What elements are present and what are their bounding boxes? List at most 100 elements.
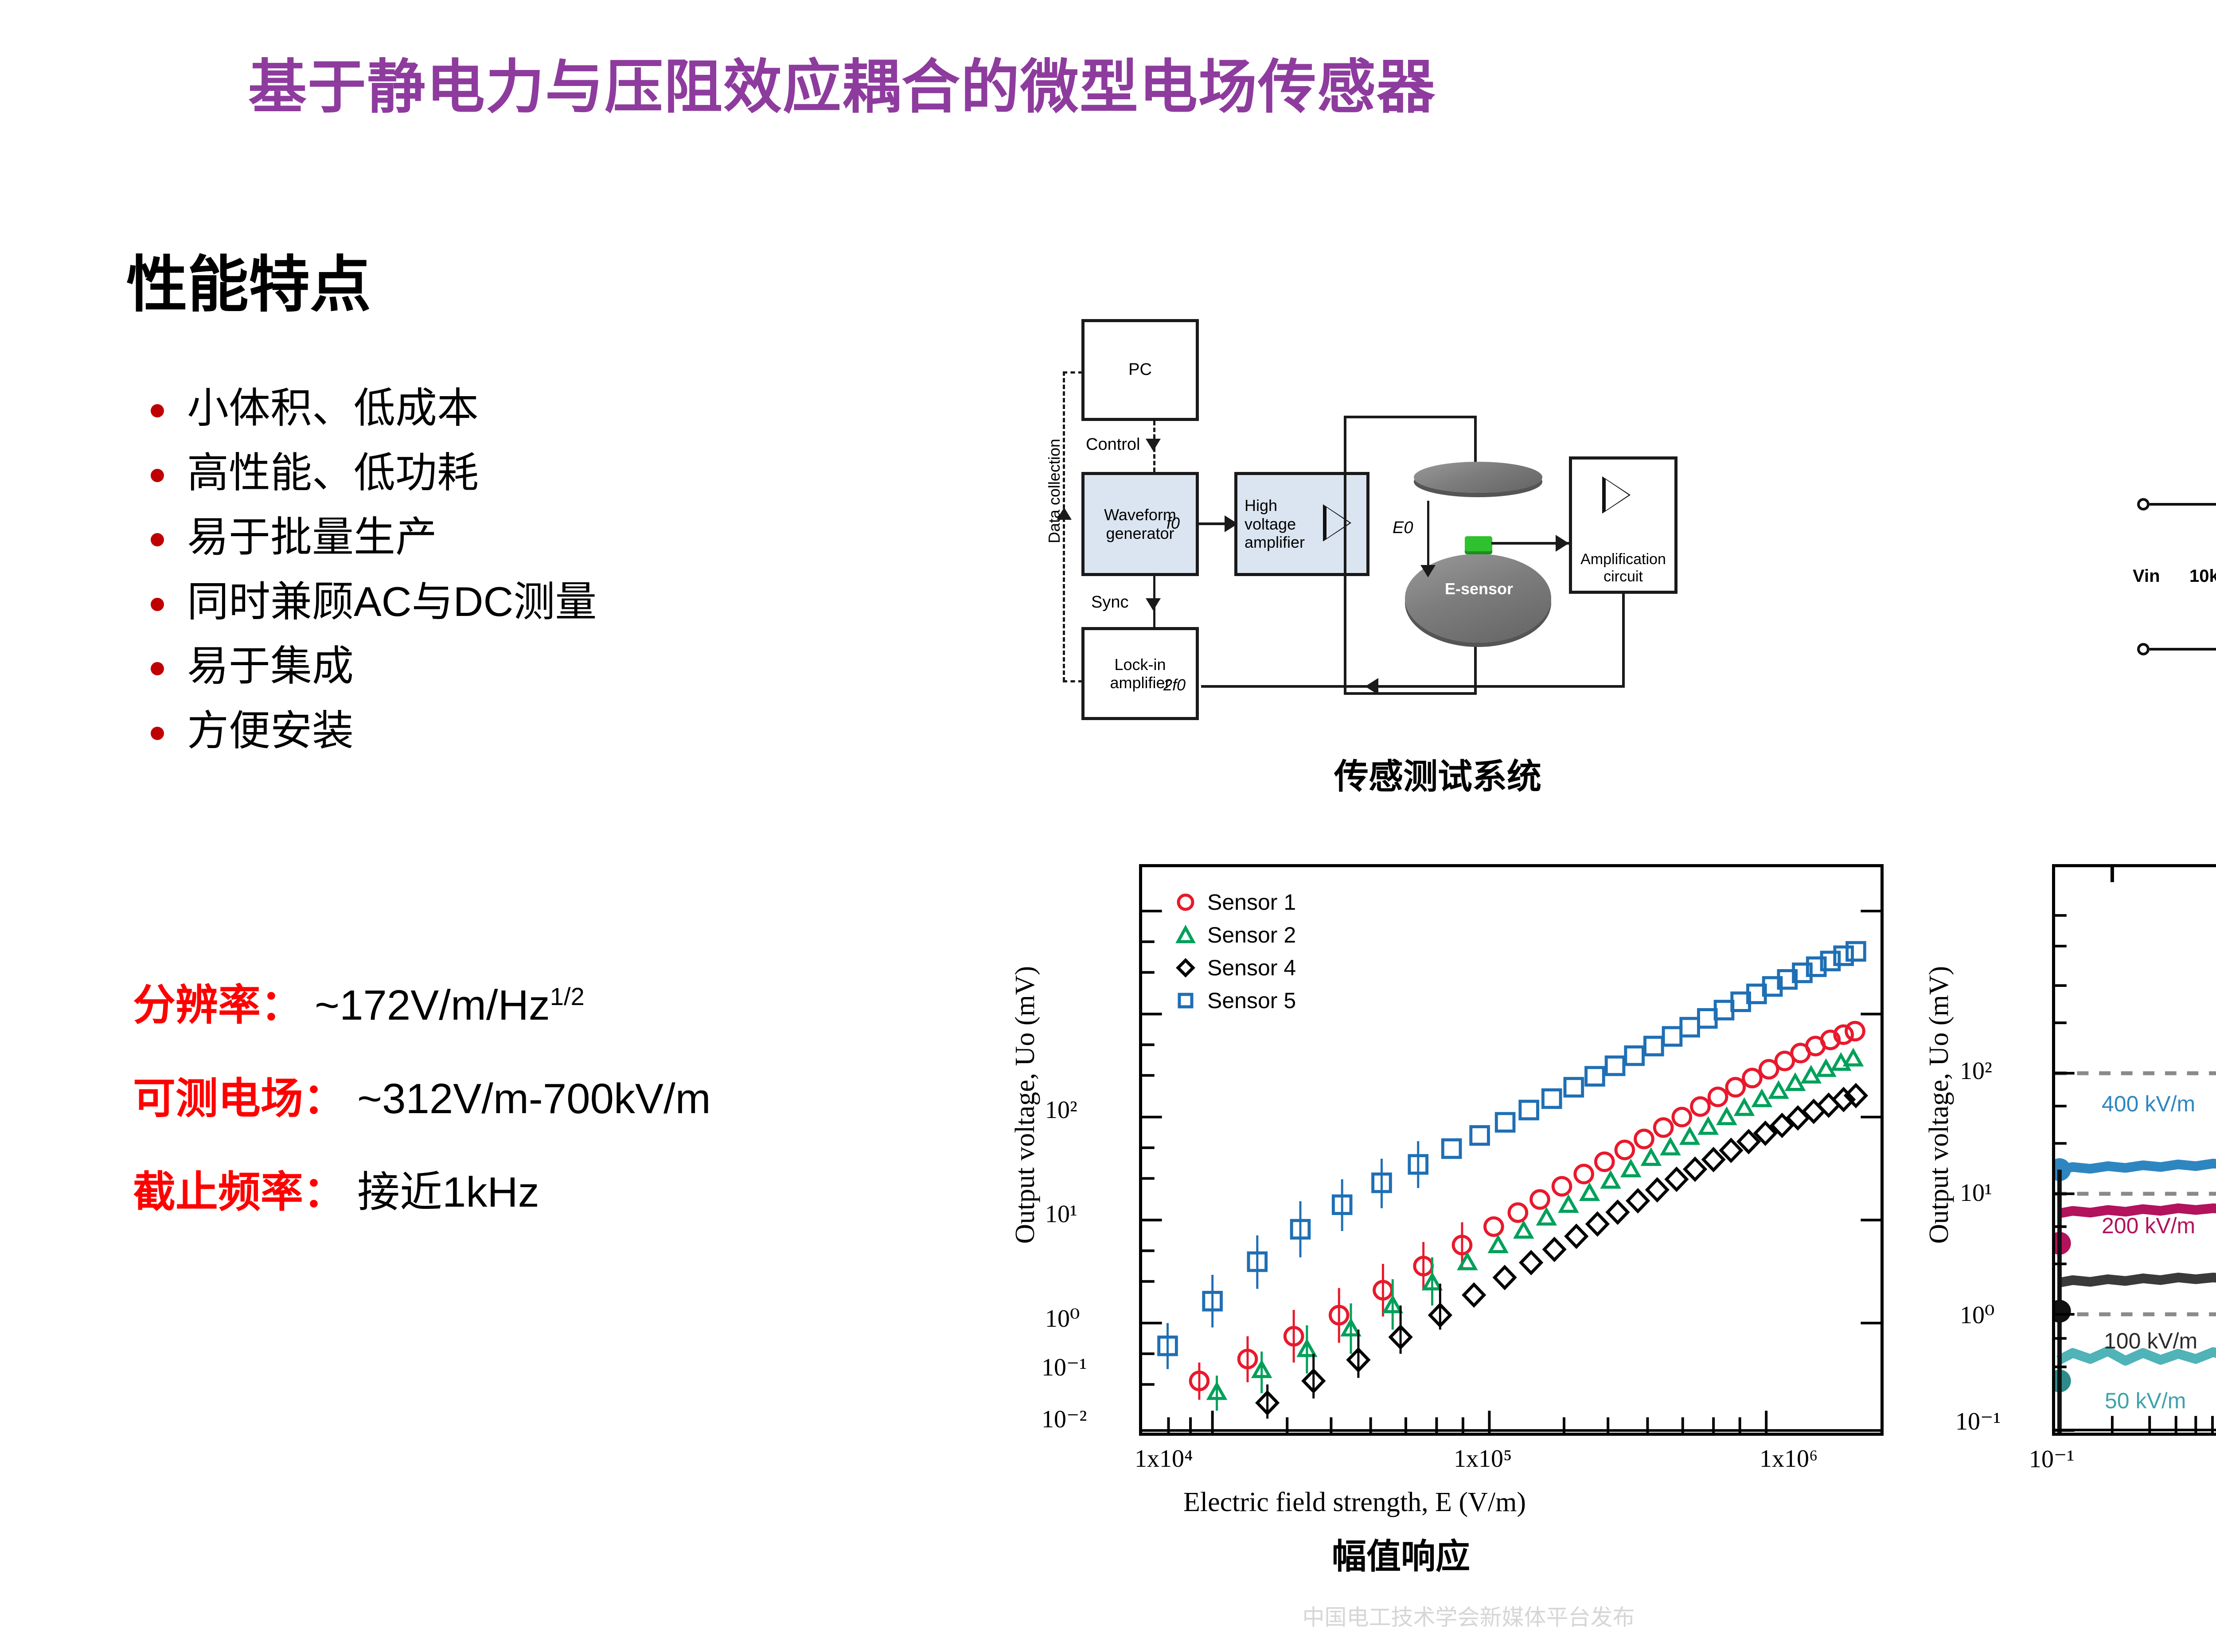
series-200kv xyxy=(2057,1203,2216,1219)
series-sensor-5 xyxy=(1157,941,1866,1369)
e-field-label: E0 xyxy=(1393,518,1413,537)
sync-arrow-icon xyxy=(1146,598,1161,611)
legend-item-sensor-1: Sensor 1 xyxy=(1175,889,1296,915)
bullet-dot-icon xyxy=(151,662,164,676)
series-100kv xyxy=(2057,1272,2216,1288)
series-400kv xyxy=(2057,1158,2216,1175)
legend-item-sensor-5: Sensor 5 xyxy=(1175,988,1296,1013)
e-sensor-label: E-sensor xyxy=(1445,580,1514,598)
block-waveform-generator: Waveform generator xyxy=(1081,472,1199,576)
plus-input-terminal[interactable] xyxy=(2137,498,2150,510)
freq-start-markers xyxy=(2048,1158,2071,1433)
amp-chart-xlabel: Electric field strength, E (V/m) xyxy=(1183,1487,1526,1517)
block-pc-label: PC xyxy=(1128,360,1152,379)
spec-key: 分辨率： xyxy=(133,982,303,1029)
hva-top-wire xyxy=(1344,416,1346,526)
legend-label: Sensor 4 xyxy=(1207,955,1296,980)
bullet-dot-icon xyxy=(151,726,164,740)
bullet-dot-icon xyxy=(151,533,164,547)
e-sensor-chip xyxy=(1465,536,1492,551)
annotation-400kv: 400 kV/m xyxy=(2102,1091,2196,1116)
amp-ytick-2: 10² xyxy=(1045,1096,1077,1124)
freq-chart-ylabel: Output voltage, Uo (mV) xyxy=(1924,966,1954,1244)
amp-legend: Sensor 1 Sensor 2 Sensor 4 Sensor 5 xyxy=(1175,889,1296,1021)
feedback-h-line xyxy=(1201,685,1625,688)
bullet-dot-icon xyxy=(151,597,164,611)
bullet-label: 易于批量生产 xyxy=(187,514,437,561)
freq-axis-ticks xyxy=(2055,867,2216,1433)
bullet-dot-icon xyxy=(151,468,164,482)
block-lockin-amplifier-label: Lock-in amplifier xyxy=(1110,655,1170,692)
feature-bullet-list: 小体积、低成本 高性能、低功耗 易于批量生产 同时兼顾AC与DC测量 易于集成 … xyxy=(151,386,993,772)
bullet-dot-icon xyxy=(151,404,164,417)
sensing-test-system-diagram: PC Control Waveform generator f0 High vo… xyxy=(1045,306,1968,722)
amp-ytick-m2: 10⁻² xyxy=(1042,1406,1087,1433)
amp-axis-ticks xyxy=(1142,909,1880,1433)
list-item: 高性能、低功耗 xyxy=(151,450,993,495)
block-amplification-circuit-label: Amplification circuit xyxy=(1580,550,1666,585)
rg-resistor-label: 10kΩ xyxy=(2189,566,2216,586)
series-sensor-1 xyxy=(1189,1021,1865,1400)
series-sensor-4 xyxy=(1255,1083,1869,1419)
data-collection-dashed-line xyxy=(1063,371,1065,682)
block-waveform-generator-label: Waveform generator xyxy=(1104,506,1176,542)
legend-item-sensor-2: Sensor 2 xyxy=(1175,922,1296,948)
freq-ytick-0: 10⁰ xyxy=(1960,1301,1995,1329)
sensor-to-ampcircuit-line xyxy=(1491,542,1569,545)
amp-ytick-1: 10¹ xyxy=(1045,1200,1077,1228)
amp-chart-ylabel: Output voltage, Uo (mV) xyxy=(1010,966,1040,1244)
block-lockin-amplifier: Lock-in amplifier xyxy=(1081,627,1199,720)
circle-marker-icon xyxy=(1177,893,1194,911)
series-sensor-2 xyxy=(1206,1048,1864,1411)
list-item: 同时兼顾AC与DC测量 xyxy=(151,579,993,624)
data-collection-arrow-icon xyxy=(1057,507,1072,520)
spec-row-cutoff: 截止频率： 接近1kHz xyxy=(133,1157,1108,1219)
freq-ytick-2: 10² xyxy=(1960,1057,1992,1085)
footer-note: 中国电工技术学会新媒体平台发布 xyxy=(1302,1605,1635,1630)
bottom-plate-wire-h xyxy=(1344,692,1477,695)
spec-row-range: 可测电场： ~312V/m-700kV/m xyxy=(133,1064,1108,1126)
page-title: 基于静电力与压阻效应耦合的微型电场传感器 xyxy=(248,55,1436,120)
amp-plot-svg xyxy=(1142,909,1880,1433)
hva-bottom-wire xyxy=(1344,522,1346,695)
spec-key: 可测电场： xyxy=(133,1075,346,1122)
freq-ytick-1: 10¹ xyxy=(1960,1179,1992,1207)
amp-ytick-m1: 10⁻¹ xyxy=(1042,1354,1087,1381)
sensor-to-ampcircuit-arrow-icon xyxy=(1556,535,1569,552)
amp-xtick-6: 1x10⁶ xyxy=(1760,1445,1818,1473)
minus-input-line xyxy=(2150,648,2216,651)
list-item: 易于批量生产 xyxy=(151,514,993,560)
spec-row-resolution: 分辨率： ~172V/m/Hz1/2 xyxy=(133,970,1108,1032)
spec-value: ~172V/m/Hz1/2 xyxy=(315,982,585,1029)
spec-value: 接近1kHz xyxy=(357,1169,539,1216)
annotation-200kv: 200 kV/m xyxy=(2102,1213,2196,1238)
minus-input-terminal[interactable] xyxy=(2137,643,2150,655)
bullet-label: 小体积、低成本 xyxy=(187,385,479,431)
plus-input-line xyxy=(2150,503,2216,506)
e-field-arrow-icon xyxy=(1420,565,1436,577)
legend-label: Sensor 1 xyxy=(1207,890,1296,915)
bullet-label: 高性能、低功耗 xyxy=(187,449,479,496)
annotation-50kv: 50 kV/m xyxy=(2105,1388,2186,1413)
list-item: 小体积、低成本 xyxy=(151,386,993,431)
amp-circuit-triangle-inner-icon xyxy=(1606,479,1629,510)
freq-plot-area: 400 kV/m 200 kV/m 100 kV/m 50 kV/m xyxy=(2048,864,2216,1436)
amplitude-chart-caption: 幅值响应 xyxy=(1332,1537,1471,1576)
block-diagram-caption: 传感测试系统 xyxy=(1334,757,1542,796)
series-50kv xyxy=(2056,1346,2216,1366)
block-pc: PC xyxy=(1081,319,1199,421)
spec-value: ~312V/m-700kV/m xyxy=(357,1075,711,1122)
feedback-v-line xyxy=(1622,594,1625,687)
sync-label: Sync xyxy=(1091,593,1129,612)
amp-plot-area: Sensor 1 Sensor 2 Sensor 4 Sensor 5 xyxy=(1139,864,1884,1436)
block-high-voltage-amplifier-label: High voltage amplifier xyxy=(1245,496,1305,552)
amp-xtick-5: 1x10⁵ xyxy=(1454,1445,1512,1473)
e-field-arrow-line xyxy=(1427,501,1429,569)
amp-ytick-0: 10⁰ xyxy=(1045,1305,1080,1333)
spec-superscript: 1/2 xyxy=(550,982,585,1010)
spec-list: 分辨率： ~172V/m/Hz1/2 可测电场： ~312V/m-700kV/m… xyxy=(133,970,1108,1251)
freq-ytick-m1: 10⁻¹ xyxy=(1955,1408,2001,1435)
legend-label: Sensor 2 xyxy=(1207,923,1296,947)
top-electrode-plate xyxy=(1414,462,1542,493)
bottom-plate-wire-v xyxy=(1474,643,1477,695)
